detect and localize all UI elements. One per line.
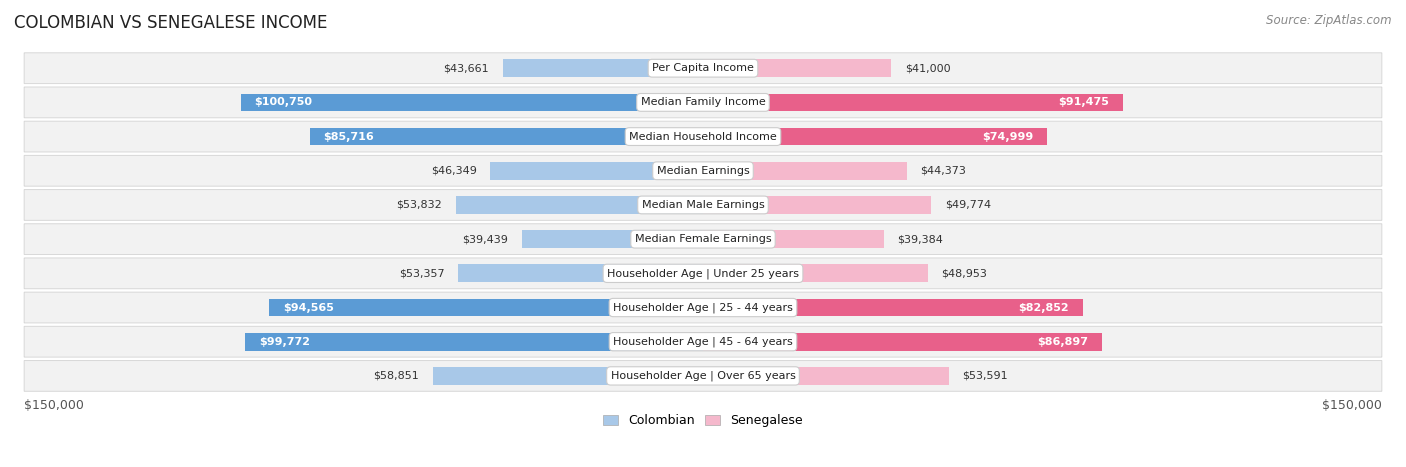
FancyBboxPatch shape [24,258,1382,289]
Legend: Colombian, Senegalese: Colombian, Senegalese [599,409,807,432]
Bar [703,196,931,214]
Bar [703,93,1122,111]
FancyBboxPatch shape [24,361,1382,391]
Text: $85,716: $85,716 [323,132,374,142]
Text: Householder Age | Over 65 years: Householder Age | Over 65 years [610,371,796,381]
Text: $49,774: $49,774 [945,200,991,210]
Text: $99,772: $99,772 [259,337,311,347]
Bar [270,298,703,317]
Text: Median Household Income: Median Household Income [628,132,778,142]
Bar [458,264,703,282]
Text: $53,357: $53,357 [399,269,444,278]
FancyBboxPatch shape [24,53,1382,84]
Text: $100,750: $100,750 [254,98,312,107]
Bar [703,333,1101,351]
Text: $58,851: $58,851 [374,371,419,381]
FancyBboxPatch shape [24,190,1382,220]
Text: $150,000: $150,000 [24,399,84,412]
FancyBboxPatch shape [24,156,1382,186]
Bar [703,264,928,282]
Text: $91,475: $91,475 [1057,98,1109,107]
Bar [503,59,703,77]
Text: Source: ZipAtlas.com: Source: ZipAtlas.com [1267,14,1392,27]
Bar [703,230,883,248]
FancyBboxPatch shape [24,87,1382,118]
Text: $86,897: $86,897 [1036,337,1088,347]
FancyBboxPatch shape [24,292,1382,323]
Bar [491,162,703,180]
Text: Median Female Earnings: Median Female Earnings [634,234,772,244]
Text: $46,349: $46,349 [430,166,477,176]
Bar [703,127,1047,146]
Bar [309,127,703,146]
Bar [433,367,703,385]
Text: Householder Age | 45 - 64 years: Householder Age | 45 - 64 years [613,336,793,347]
Text: $39,439: $39,439 [463,234,509,244]
Text: Householder Age | Under 25 years: Householder Age | Under 25 years [607,268,799,279]
Bar [522,230,703,248]
Text: $53,591: $53,591 [963,371,1008,381]
Text: COLOMBIAN VS SENEGALESE INCOME: COLOMBIAN VS SENEGALESE INCOME [14,14,328,32]
Text: $44,373: $44,373 [921,166,966,176]
Text: Householder Age | 25 - 44 years: Householder Age | 25 - 44 years [613,302,793,313]
Text: Median Male Earnings: Median Male Earnings [641,200,765,210]
FancyBboxPatch shape [24,224,1382,255]
Text: $39,384: $39,384 [897,234,943,244]
Bar [703,298,1083,317]
Text: $74,999: $74,999 [981,132,1033,142]
Text: $82,852: $82,852 [1018,303,1069,312]
FancyBboxPatch shape [24,326,1382,357]
Text: $94,565: $94,565 [283,303,333,312]
Bar [246,333,703,351]
Bar [240,93,703,111]
Bar [456,196,703,214]
Text: Median Family Income: Median Family Income [641,98,765,107]
Bar [703,367,949,385]
Text: $41,000: $41,000 [905,63,950,73]
FancyBboxPatch shape [24,121,1382,152]
Text: Per Capita Income: Per Capita Income [652,63,754,73]
Text: $53,832: $53,832 [396,200,443,210]
Text: $48,953: $48,953 [941,269,987,278]
Bar [703,162,907,180]
Text: $43,661: $43,661 [443,63,489,73]
Text: $150,000: $150,000 [1322,399,1382,412]
Text: Median Earnings: Median Earnings [657,166,749,176]
Bar [703,59,891,77]
